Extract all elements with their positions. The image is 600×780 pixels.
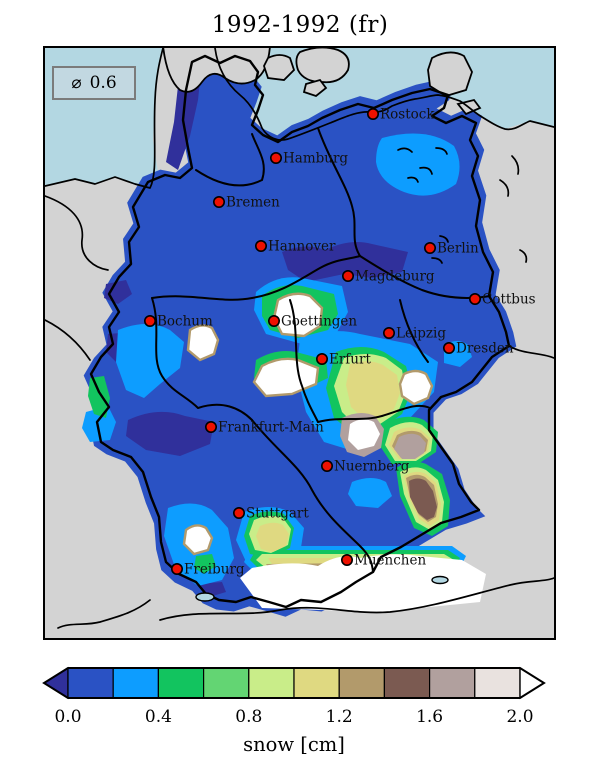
city-marker-cottbus: Cottbus [468,292,536,308]
city-dot-icon [320,459,333,472]
colorbar-segment [338,667,386,699]
colorbar-segment [157,667,205,699]
city-marker-muenchen: Muenchen [340,553,426,569]
city-label: Magdeburg [355,269,435,285]
city-marker-bochum: Bochum [144,314,213,330]
city-label: Freiburg [184,562,245,578]
colorbar-tick: 1.2 [326,707,353,727]
colorbar-tick: 0.8 [235,707,262,727]
city-dot-icon [213,196,226,209]
city-marker-freiburg: Freiburg [171,562,245,578]
colorbar-segment [248,667,295,699]
colorbar-tick: 2.0 [506,707,533,727]
city-marker-dresden: Dresden [442,341,514,357]
city-label: Rostock [380,107,435,123]
colorbar-segment [67,667,114,699]
colorbar-tick-labels: 0.0 0.4 0.8 1.2 1.6 2.0 [54,707,533,727]
city-dot-icon [267,314,280,327]
lake-constance [195,592,215,602]
city-dot-icon [269,152,282,165]
mean-value: 0.6 [89,73,117,93]
city-label: Hannover [268,239,336,255]
city-label: Erfurt [329,352,371,368]
lake-chiemsee [431,575,449,585]
colorbar-segment [383,667,431,699]
colorbar-segment [293,667,340,699]
germany-snow-map: Rostock Hamburg Bremen Hannover BerlinMagdeb… [45,48,554,638]
city-marker-hannover: Hannover [255,239,336,255]
city-dot-icon [340,553,353,566]
city-marker-nuernberg: Nuernberg [320,459,410,475]
city-marker-frankfurt-main: Frankfurt-Main [205,420,324,436]
city-label: Dresden [456,341,514,357]
city-marker-erfurt: Erfurt [315,352,371,368]
city-marker-berlin: Berlin [423,241,479,257]
colorbar-segment [429,667,476,699]
city-label: Bremen [226,195,280,211]
colorbar-over-arrow [519,666,546,700]
colorbar-segments [67,667,521,699]
map-plot-area: Rostock Hamburg Bremen Hannover Berlin Magdeb… [43,46,556,640]
city-dot-icon [144,314,157,327]
colorbar-segment [203,667,250,699]
city-label: Berlin [437,241,479,257]
city-dot-icon [341,269,354,282]
city-dot-icon [442,341,455,354]
city-dot-icon [382,326,395,339]
country-borders [45,48,554,629]
city-label: Stuttgart [246,506,309,522]
city-label: Muenchen [354,553,426,569]
city-dot-icon [205,420,218,433]
mean-value-badge: ⌀ 0.6 [52,66,136,100]
figure-title: 1992-1992 (fr) [211,12,389,38]
city-label: Goettingen [281,314,357,330]
city-marker-hamburg: Hamburg [269,151,348,167]
city-label: Leipzig [396,326,446,342]
city-dot-icon [255,240,268,253]
colorbar-tick: 1.6 [416,707,443,727]
city-dot-icon [423,242,436,255]
colorbar-axis-label: snow [cm] [243,733,345,756]
city-marker-bremen: Bremen [213,195,280,211]
city-dot-icon [233,506,246,519]
city-dot-icon [171,562,184,575]
city-label: Nuernberg [334,459,410,475]
diameter-mean-icon: ⌀ [71,73,82,93]
city-dot-icon [315,352,328,365]
city-dot-icon [366,108,379,121]
city-dot-icon [468,292,481,305]
city-marker-leipzig: Leipzig [382,326,446,342]
city-marker-stuttgart: Stuttgart [233,506,309,522]
city-marker-magdeburg: Magdeburg [341,269,435,285]
city-marker-goettingen: Goettingen [267,314,357,330]
city-label: Frankfurt-Main [218,420,324,436]
colorbar-outline [42,667,546,699]
city-label: Cottbus [482,292,536,308]
colorbar-under-arrow [42,666,69,700]
colorbar-tick: 0.4 [145,707,172,727]
city-markers-layer: Rostock Hamburg Bremen Hannover BerlinMagdeb… [144,107,536,578]
city-label: Bochum [157,314,213,330]
colorbar-segment [112,667,159,699]
city-label: Hamburg [283,151,348,167]
colorbar-tick: 0.0 [54,707,81,727]
colorbar-segment [474,667,521,699]
colorbar: 0.0 0.4 0.8 1.2 1.6 2.0 snow [cm] [42,666,546,756]
city-marker-rostock: Rostock [366,107,435,123]
